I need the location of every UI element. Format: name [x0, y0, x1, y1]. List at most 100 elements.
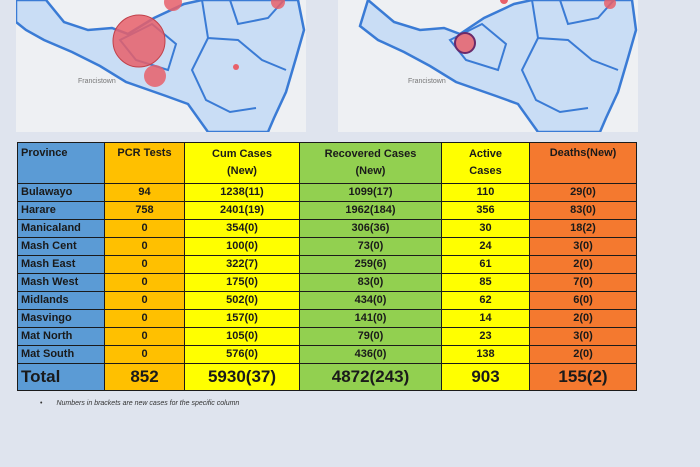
cell-pcr: 0 — [104, 237, 185, 256]
header-cum-line2: (New) — [227, 165, 257, 177]
header-cum-cases: Cum Cases (New) — [184, 142, 300, 184]
cell-recovered: 83(0) — [299, 273, 442, 292]
total-deaths: 155(2) — [529, 363, 637, 391]
cell-deaths: 18(2) — [529, 219, 637, 238]
bullet-icon: • — [40, 400, 43, 407]
map-graphic-right — [358, 0, 638, 132]
header-rec-line1: Recovered Cases — [324, 148, 417, 160]
table-row: Harare 758 2401(19) 1962(184) 356 83(0) — [17, 201, 637, 220]
bubble-dot — [233, 64, 239, 70]
provincial-covid-table: Province PCR Tests Cum Cases (New) Recov… — [17, 142, 637, 391]
bubble-top-right — [604, 0, 616, 9]
bubble-top — [500, 0, 508, 4]
cell-active: 23 — [441, 327, 530, 346]
header-pcr-label: PCR Tests — [117, 147, 172, 159]
map-graphic-left — [16, 0, 306, 132]
country-outline — [358, 0, 638, 132]
cell-pcr: 0 — [104, 327, 185, 346]
cell-province: Mat South — [17, 345, 105, 364]
province-border — [448, 22, 508, 72]
country-outline — [16, 0, 306, 132]
table-row: Mat North 0 105(0) 79(0) 23 3(0) — [17, 327, 637, 346]
cell-province: Bulawayo — [17, 183, 105, 202]
cell-cum: 175(0) — [184, 273, 300, 292]
bubble-map-right: Francistown — [338, 0, 638, 132]
province-border — [520, 37, 589, 114]
cell-cum: 354(0) — [184, 219, 300, 238]
cell-province: Masvingo — [17, 309, 105, 328]
cell-recovered: 141(0) — [299, 309, 442, 328]
cell-province: Mash East — [17, 255, 105, 274]
cell-cum: 1238(11) — [184, 183, 300, 202]
cell-deaths: 83(0) — [529, 201, 637, 220]
cell-recovered: 434(0) — [299, 291, 442, 310]
cell-province: Harare — [17, 201, 105, 220]
table-row: Masvingo 0 157(0) 141(0) 14 2(0) — [17, 309, 637, 328]
table-row: Manicaland 0 354(0) 306(36) 30 18(2) — [17, 219, 637, 238]
cell-deaths: 2(0) — [529, 345, 637, 364]
cell-province: Manicaland — [17, 219, 105, 238]
cell-pcr: 0 — [104, 345, 185, 364]
cell-recovered: 306(36) — [299, 219, 442, 238]
cell-pcr: 0 — [104, 219, 185, 238]
bubble-top — [164, 0, 182, 11]
cell-active: 356 — [441, 201, 530, 220]
table-row: Mash West 0 175(0) 83(0) 85 7(0) — [17, 273, 637, 292]
bubble-top-right — [271, 0, 285, 9]
cell-active: 110 — [441, 183, 530, 202]
cell-active: 24 — [441, 237, 530, 256]
cell-pcr: 0 — [104, 309, 185, 328]
header-deaths: Deaths(New) — [529, 142, 637, 184]
header-province: Province — [17, 142, 105, 184]
cell-recovered: 79(0) — [299, 327, 442, 346]
cell-deaths: 2(0) — [529, 255, 637, 274]
cell-active: 61 — [441, 255, 530, 274]
cell-recovered: 1099(17) — [299, 183, 442, 202]
cell-active: 62 — [441, 291, 530, 310]
cell-cum: 157(0) — [184, 309, 300, 328]
cell-pcr: 0 — [104, 291, 185, 310]
header-rec-line2: (New) — [355, 165, 386, 177]
cell-recovered: 73(0) — [299, 237, 442, 256]
province-border — [229, 0, 285, 26]
total-pcr: 852 — [104, 363, 185, 391]
bubble-map-left: Francistown — [16, 0, 306, 132]
cell-recovered: 1962(184) — [299, 201, 442, 220]
header-pcr-tests: PCR Tests — [104, 142, 185, 184]
header-act-line1: Active — [468, 148, 503, 160]
footnote-text: Numbers in brackets are new cases for th… — [56, 400, 240, 407]
map-place-label: Francistown — [408, 78, 446, 85]
table-footnote: • Numbers in brackets are new cases for t… — [40, 400, 239, 407]
cell-pcr: 758 — [104, 201, 185, 220]
cell-pcr: 94 — [104, 183, 185, 202]
cell-active: 30 — [441, 219, 530, 238]
header-recovered-cases: Recovered Cases (New) — [299, 142, 442, 184]
bubble-bulawayo — [454, 32, 476, 54]
table-header-row: Province PCR Tests Cum Cases (New) Recov… — [17, 142, 637, 184]
cell-province: Mash West — [17, 273, 105, 292]
cell-active: 14 — [441, 309, 530, 328]
table-row: Midlands 0 502(0) 434(0) 62 6(0) — [17, 291, 637, 310]
map-place-label: Francistown — [78, 78, 116, 85]
total-label: Total — [17, 363, 105, 391]
cell-pcr: 0 — [104, 255, 185, 274]
cell-cum: 100(0) — [184, 237, 300, 256]
table-row: Mash Cent 0 100(0) 73(0) 24 3(0) — [17, 237, 637, 256]
cell-cum: 576(0) — [184, 345, 300, 364]
total-recovered: 4872(243) — [299, 363, 442, 391]
cell-deaths: 29(0) — [529, 183, 637, 202]
cell-cum: 322(7) — [184, 255, 300, 274]
bubble-small — [144, 65, 166, 87]
header-cum-line1: Cum Cases — [212, 148, 272, 160]
header-act-line2: Cases — [469, 165, 502, 177]
total-active: 903 — [441, 363, 530, 391]
cell-deaths: 6(0) — [529, 291, 637, 310]
cell-cum: 502(0) — [184, 291, 300, 310]
cell-pcr: 0 — [104, 273, 185, 292]
province-border — [190, 37, 257, 114]
cell-deaths: 3(0) — [529, 237, 637, 256]
cell-deaths: 2(0) — [529, 309, 637, 328]
cell-cum: 105(0) — [184, 327, 300, 346]
total-cum: 5930(37) — [184, 363, 300, 391]
cell-province: Mat North — [17, 327, 105, 346]
